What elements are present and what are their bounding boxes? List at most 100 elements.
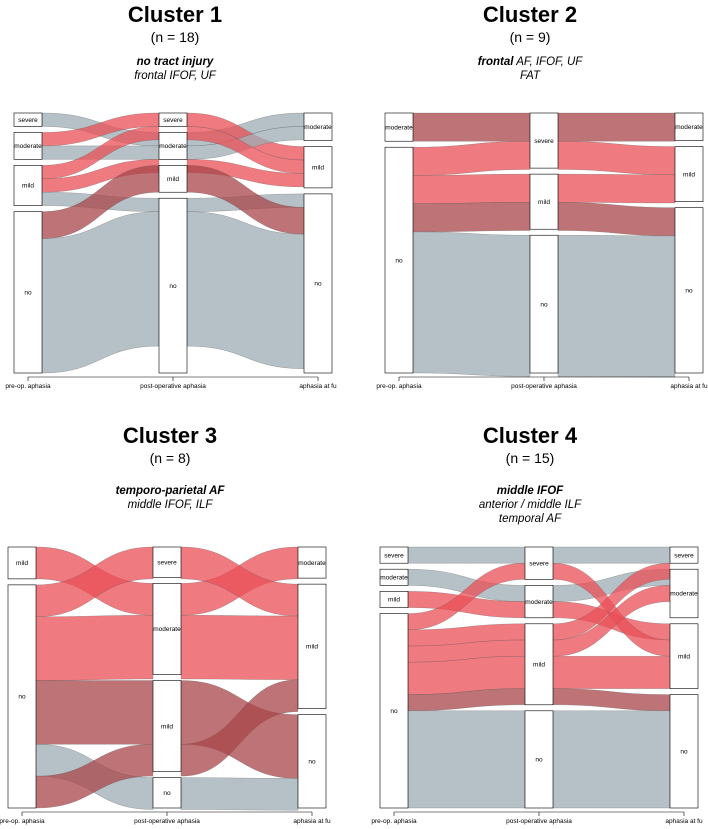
x-axis-label: post-operative aphasia bbox=[140, 383, 206, 390]
stratum-box bbox=[158, 165, 188, 193]
stratum-box bbox=[669, 546, 699, 564]
panel-title: Cluster 4 bbox=[483, 423, 578, 448]
stratum-label: severe bbox=[163, 117, 183, 124]
subtitle-segment: middle IFOF bbox=[497, 485, 564, 497]
panel-count: (n = 9) bbox=[510, 29, 551, 45]
stratum-label: mild bbox=[22, 183, 34, 190]
stratum-box bbox=[379, 613, 409, 809]
alluvium-flow bbox=[35, 615, 154, 681]
stratum-label: mild bbox=[312, 164, 324, 171]
stratum-box bbox=[379, 546, 409, 564]
alluvium-flow bbox=[557, 112, 676, 142]
stratum-box bbox=[384, 112, 414, 142]
panel-count: (n = 8) bbox=[150, 450, 191, 466]
panel-count: (n = 18) bbox=[151, 29, 200, 45]
stratum-box bbox=[379, 591, 409, 608]
alluvium-flow bbox=[35, 680, 154, 745]
stratum-label: moderate bbox=[670, 591, 698, 598]
alluvium-flow bbox=[180, 777, 299, 811]
stratum-box bbox=[529, 173, 559, 230]
x-axis-label: post-operative aphasia bbox=[506, 818, 572, 825]
subtitle-segment: temporal AF bbox=[499, 513, 562, 525]
stratum-box bbox=[379, 568, 409, 586]
subtitle-segment: middle IFOF, ILF bbox=[128, 499, 214, 511]
stratum-box bbox=[529, 112, 559, 169]
alluvium-flow bbox=[557, 202, 676, 237]
panel-count: (n = 15) bbox=[506, 450, 555, 466]
stratum-label: mild bbox=[533, 662, 545, 669]
alluvium-flow bbox=[35, 744, 154, 809]
stratum-box bbox=[152, 546, 182, 578]
subtitle-segment: frontal IFOF, UF bbox=[134, 70, 217, 82]
alluvium-flow bbox=[407, 710, 526, 809]
stratum-label: mild bbox=[683, 171, 695, 178]
stratum-label: severe bbox=[157, 559, 177, 566]
flows bbox=[35, 546, 299, 811]
stratum-label: moderate bbox=[385, 124, 413, 131]
panel-subtitle-line: frontal AF, IFOF, UF bbox=[478, 56, 584, 68]
panel-subtitle-line: anterior / middle ILF bbox=[479, 499, 582, 511]
stratum-label: no bbox=[163, 790, 171, 797]
subtitle-segment: no tract injury bbox=[137, 56, 214, 68]
panel-title: Cluster 2 bbox=[483, 2, 577, 27]
stratum-box bbox=[152, 777, 182, 809]
stratum-box bbox=[303, 112, 333, 141]
subtitle-segment: frontal bbox=[478, 56, 515, 68]
alluvium-flow bbox=[186, 211, 305, 369]
alluvium-flow bbox=[552, 688, 671, 712]
panel-subtitle-line: temporo-parietal AF bbox=[116, 485, 226, 497]
stratum-box bbox=[669, 694, 699, 809]
panel-title: Cluster 3 bbox=[123, 423, 217, 448]
stratum-label: no bbox=[535, 757, 543, 764]
stratum-label: no bbox=[308, 759, 316, 766]
alluvium-flow bbox=[412, 112, 531, 142]
stratum-label: no bbox=[540, 301, 548, 308]
stratum-box bbox=[303, 146, 333, 189]
stratum-box bbox=[152, 680, 182, 772]
alluvium-flow bbox=[180, 679, 299, 777]
stratum-box bbox=[13, 165, 43, 206]
stratum-label: severe bbox=[674, 552, 694, 559]
stratum-box bbox=[13, 112, 43, 127]
x-axis-label: aphasia at fu bbox=[299, 383, 337, 390]
stratum-box bbox=[158, 132, 188, 160]
stratum-label: mild bbox=[16, 560, 28, 567]
stratum-box bbox=[529, 234, 559, 374]
stratum-box bbox=[13, 211, 43, 374]
subtitle-segment: AF, IFOF, UF bbox=[513, 56, 583, 68]
alluvium-flow bbox=[412, 173, 531, 204]
cluster-panel-3: Cluster 3 (n = 8) temporo-parietal AF middl… bbox=[0, 423, 331, 825]
alluvium-flow bbox=[557, 235, 676, 378]
x-axis-label: post-operative aphasia bbox=[511, 383, 577, 390]
flows bbox=[407, 546, 671, 809]
stratum-box bbox=[674, 207, 704, 374]
x-axis-label: pre-op. aphasia bbox=[376, 383, 422, 390]
stratum-box bbox=[7, 584, 37, 809]
x-axis-label: pre-op. aphasia bbox=[371, 818, 417, 825]
stratum-label: no bbox=[18, 694, 26, 701]
x-axis-label: aphasia at fu bbox=[293, 818, 331, 825]
subtitle-segment: anterior / middle ILF bbox=[479, 499, 582, 511]
cluster-panel-4: Cluster 4 (n = 15) middle IFOF anterior / m… bbox=[371, 423, 703, 825]
stratum-box bbox=[669, 623, 699, 689]
stratum-label: mild bbox=[161, 723, 173, 730]
cluster-panel-2: Cluster 2 (n = 9) frontal AF, IFOF, UF FAT m… bbox=[376, 2, 708, 390]
alluvium-flow bbox=[412, 231, 531, 377]
stratum-box bbox=[674, 112, 704, 141]
stratum-box bbox=[384, 146, 414, 374]
panel-subtitle-line: temporal AF bbox=[499, 513, 562, 525]
alluvium-flow bbox=[557, 173, 676, 204]
x-axis-label: post-operative aphasia bbox=[134, 818, 200, 825]
subtitle-segment: FAT bbox=[520, 70, 541, 82]
alluvium-flow bbox=[407, 546, 526, 564]
x-axis-label: aphasia at fu bbox=[670, 383, 708, 390]
subtitle-segment: temporo-parietal AF bbox=[116, 485, 226, 497]
stratum-label: mild bbox=[306, 644, 318, 651]
x-axis-label: aphasia at fu bbox=[665, 818, 703, 825]
stratum-label: severe bbox=[18, 117, 38, 124]
panel-subtitle-line: no tract injury bbox=[137, 56, 214, 68]
stratum-box bbox=[158, 197, 188, 374]
stratum-box bbox=[524, 585, 554, 619]
stratum-box bbox=[7, 546, 37, 580]
stratum-box bbox=[674, 146, 704, 202]
